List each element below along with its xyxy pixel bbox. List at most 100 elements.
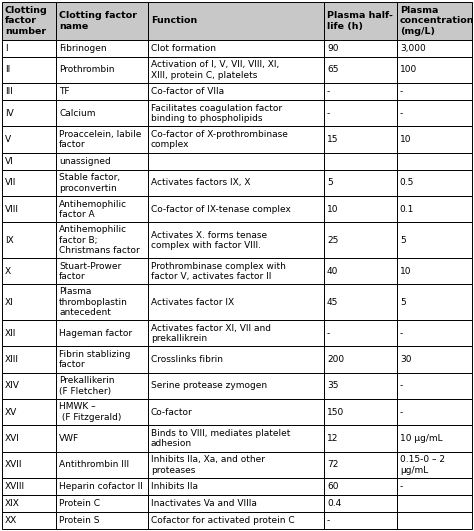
Text: Inhibits IIa: Inhibits IIa [151,482,198,491]
Bar [2,153,56,170]
Text: II: II [5,65,10,74]
Bar [56,452,148,478]
Bar [56,57,148,83]
Text: Antihemophilic
factor B;
Christmans factor: Antihemophilic factor B; Christmans fact… [59,225,140,255]
Bar [148,346,324,373]
Text: Antihemophilic
factor A: Antihemophilic factor A [59,200,127,219]
Text: Stuart-Prower
factor: Stuart-Prower factor [59,262,121,281]
Text: IX: IX [5,236,14,245]
Bar [2,373,56,399]
Text: Heparin cofactor II: Heparin cofactor II [59,482,143,491]
Bar [324,320,397,346]
Bar [397,126,472,153]
Text: Prekallikerin
(F Fletcher): Prekallikerin (F Fletcher) [59,376,115,396]
Bar [2,222,56,258]
Bar [56,495,148,512]
Bar [397,373,472,399]
Bar [397,512,472,529]
Text: 3,000: 3,000 [400,44,426,53]
Text: Hageman factor: Hageman factor [59,329,132,338]
Text: 10: 10 [400,267,411,276]
Bar [397,425,472,452]
Text: 5: 5 [400,298,406,307]
Bar [2,126,56,153]
Bar [324,452,397,478]
Bar [56,170,148,196]
Bar [56,346,148,373]
Bar [324,40,397,57]
Text: Co-factor of VIIa: Co-factor of VIIa [151,87,224,96]
Bar [56,83,148,100]
Text: 72: 72 [327,460,338,469]
Bar [2,495,56,512]
Bar [324,2,397,40]
Bar [397,285,472,320]
Text: Antithrombin III: Antithrombin III [59,460,129,469]
Text: Activation of I, V, VII, VIII, XI,
XIII, protein C, platelets: Activation of I, V, VII, VIII, XI, XIII,… [151,61,279,80]
Bar [397,170,472,196]
Bar [324,346,397,373]
Text: Plasma
thromboplastin
antecedent: Plasma thromboplastin antecedent [59,287,128,317]
Bar [148,495,324,512]
Text: VWF: VWF [59,434,79,443]
Bar [56,2,148,40]
Text: XIX: XIX [5,499,20,508]
Bar [397,196,472,222]
Text: 90: 90 [327,44,338,53]
Text: -: - [327,516,330,525]
Text: Function: Function [151,16,197,25]
Bar [148,83,324,100]
Bar [324,512,397,529]
Text: XIII: XIII [5,355,19,364]
Bar [2,478,56,495]
Text: VIII: VIII [5,205,19,214]
Text: Serine protease zymogen: Serine protease zymogen [151,381,267,390]
Text: Calcium: Calcium [59,109,96,118]
Bar [2,320,56,346]
Bar [148,425,324,452]
Text: IV: IV [5,109,14,118]
Text: HMWK –
 (F Fitzgerald): HMWK – (F Fitzgerald) [59,402,121,422]
Text: Activates factor IX: Activates factor IX [151,298,234,307]
Text: Plasma half-
life (h): Plasma half- life (h) [327,11,393,31]
Bar [56,100,148,126]
Bar [397,452,472,478]
Bar [324,57,397,83]
Text: Plasma
concentration
(mg/L): Plasma concentration (mg/L) [400,6,474,36]
Text: XVII: XVII [5,460,22,469]
Bar [56,399,148,425]
Text: 0.1: 0.1 [400,205,414,214]
Text: Facilitates coagulation factor
binding to phospholipids: Facilitates coagulation factor binding t… [151,104,282,123]
Text: -: - [327,87,330,96]
Text: Stable factor,
proconvertin: Stable factor, proconvertin [59,173,120,193]
Bar [56,126,148,153]
Bar [148,452,324,478]
Bar [56,425,148,452]
Text: -: - [400,381,403,390]
Text: Prothrombin: Prothrombin [59,65,115,74]
Bar [56,373,148,399]
Bar [324,100,397,126]
Bar [148,512,324,529]
Text: 5: 5 [327,178,333,187]
Text: Co-factor of IX-tenase complex: Co-factor of IX-tenase complex [151,205,291,214]
Bar [2,452,56,478]
Text: -: - [400,482,403,491]
Text: 65: 65 [327,65,338,74]
Bar [148,258,324,285]
Text: VII: VII [5,178,17,187]
Bar [148,170,324,196]
Bar [397,83,472,100]
Text: -: - [400,408,403,417]
Bar [324,285,397,320]
Bar [148,196,324,222]
Text: 100: 100 [400,65,417,74]
Text: Proaccelein, labile
factor: Proaccelein, labile factor [59,130,141,149]
Bar [56,222,148,258]
Bar [56,285,148,320]
Bar [56,40,148,57]
Bar [324,495,397,512]
Bar [324,222,397,258]
Bar [148,40,324,57]
Text: 15: 15 [327,135,338,144]
